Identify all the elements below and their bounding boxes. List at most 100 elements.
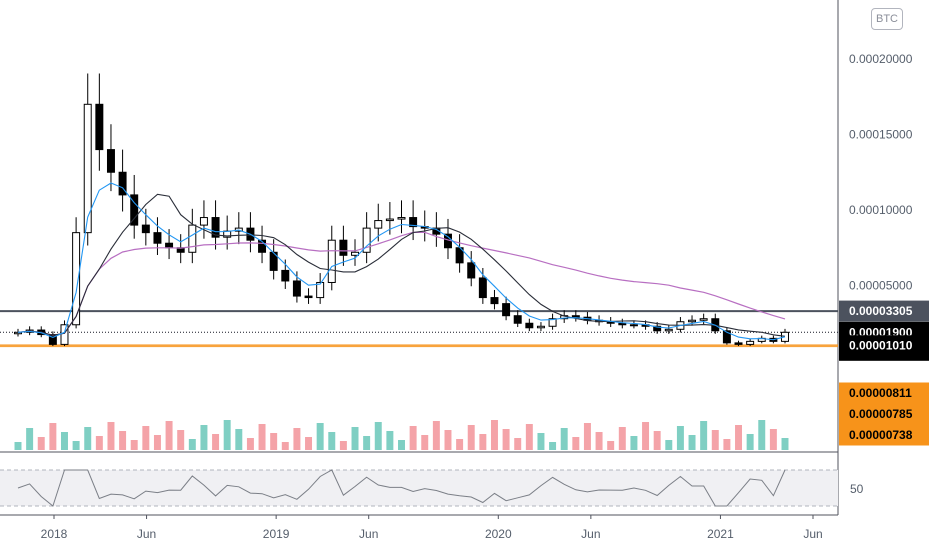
x-tick-label: 2019 [263,527,290,541]
volume-bar [653,431,661,450]
volume-bar [153,435,161,450]
candle-down [304,295,313,299]
volume-bar [549,442,557,450]
volume-bar [618,427,626,450]
volume-bar [514,438,522,450]
currency-badge[interactable]: BTC [871,8,903,30]
candle-up [83,103,92,234]
candle-up [536,325,545,329]
x-tick-label: Jun [137,527,156,541]
y-tick-label: 0.00020000 [849,52,913,66]
volume-bar [607,441,615,450]
volume-bar [305,437,313,450]
ma-long-line [17,231,786,336]
price-tag [839,382,929,404]
volume-bar [212,434,220,450]
volume-bar [188,439,196,450]
candle-down [571,315,580,318]
candle-up [385,218,394,222]
candle-up [746,340,755,345]
volume-bar [177,430,185,450]
price-tag [839,335,929,357]
volume-bar [72,441,80,450]
volume-bar [409,426,417,450]
volume-bar [432,421,440,450]
volume-bar [258,424,266,450]
candle-down [165,242,174,249]
volume-bar [444,430,452,450]
candle-down [478,277,487,299]
volume-bar [60,432,68,450]
candle-down [130,194,139,226]
price-tag-label: 0.00001010 [849,339,913,353]
candle-down [258,239,267,253]
volume-bar [479,434,487,450]
volume-bar [583,423,591,450]
volume-bar [84,427,92,450]
candle-up [327,239,336,283]
price-tag-label: 0.00000738 [849,428,913,442]
x-tick-label: Jun [803,527,822,541]
volume-bar [293,428,301,450]
candle-up [60,324,69,345]
volume-bar [490,420,498,450]
volume-bar [351,427,359,450]
volume-bar [37,437,45,450]
candle-down [467,262,476,279]
volume-bar [595,432,603,450]
price-tag [839,424,929,446]
candle-down [502,303,511,317]
volume-bar [49,423,57,450]
volume-bar [456,439,464,450]
volume-bar [246,438,254,450]
volume-bar [676,426,684,450]
candle-down [211,217,220,238]
volume-bar [700,421,708,450]
candle-up [397,217,406,220]
candle-up [699,318,708,321]
candle-up [72,232,81,326]
candle-down [734,342,743,345]
volume-bar [502,429,510,450]
support-zone [0,344,838,348]
candle-down [490,297,499,305]
volume-bar [363,436,371,450]
volume-bar [339,441,347,450]
volume-bar [328,432,336,450]
price-tag [839,403,929,425]
candle-up [629,324,638,327]
volume-bar [142,426,150,450]
candle-up [14,331,22,335]
candle-down [292,280,301,297]
volume-bar [781,438,789,450]
rsi-level-label: 50 [850,482,864,496]
candle-up [362,227,371,253]
ema-short-line [17,182,786,341]
price-tag-label: 0.00003305 [849,304,913,318]
x-tick-label: 2021 [707,527,734,541]
x-tick-label: Jun [359,527,378,541]
candle-down [141,224,150,234]
volume-bar [130,440,138,450]
candle-down [618,322,627,326]
price-tag-label: 0.00000785 [849,407,913,421]
volume-bar [560,428,568,450]
candle-up [664,328,673,332]
volume-bar [316,423,324,450]
volume-bar [281,442,289,450]
y-tick-label: 0.00015000 [849,128,913,142]
candle-down [409,217,418,228]
candle-down [153,232,162,244]
volume-bar [398,440,405,450]
volume-bar [723,439,731,450]
volume-bar [235,429,243,450]
volume-bar [735,425,743,450]
volume-bar [107,422,115,450]
candle-down [339,239,348,256]
volume-bar [119,431,127,450]
price-tag [839,300,929,322]
candle-up [188,224,197,253]
volume-bar [665,440,673,450]
